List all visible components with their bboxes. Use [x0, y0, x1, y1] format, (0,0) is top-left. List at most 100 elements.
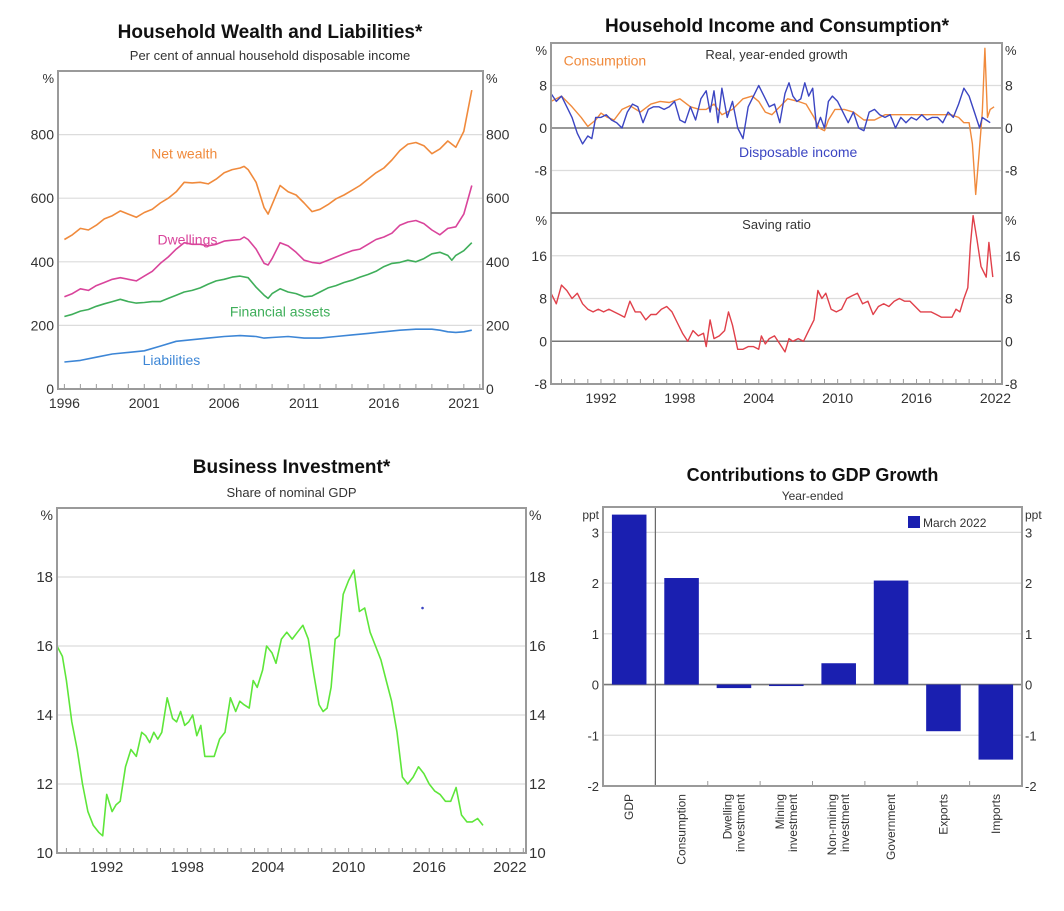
bar-government	[873, 580, 909, 685]
legend-label: March 2022	[923, 516, 987, 530]
y-tick-label-left: 2	[592, 576, 599, 591]
x-tick-label: 2004	[743, 390, 774, 406]
x-tick-label: 2001	[129, 395, 160, 411]
x-tick-label: 2022	[980, 390, 1011, 406]
x-tick-label: 2016	[368, 395, 399, 411]
y-unit-label-right: %	[486, 71, 498, 86]
panel-subtitle: Saving ratio	[742, 217, 811, 232]
series-label: Disposable income	[739, 144, 857, 160]
y-tick-label-right: 800	[486, 127, 510, 143]
chart-subtitle: Year-ended	[781, 489, 844, 503]
y-tick-label-right: 14	[529, 707, 546, 724]
y-tick-label-left: -8	[535, 376, 548, 392]
y-tick-label-left: 10	[36, 845, 53, 862]
series-line-dwellings	[64, 185, 473, 298]
series-label: Liabilities	[143, 352, 201, 368]
annotation-dot	[421, 606, 424, 610]
x-tick-label: 1998	[171, 859, 204, 876]
y-tick-label-right: 200	[486, 317, 510, 333]
x-category-label: Consumption	[675, 794, 689, 865]
y-tick-label-left: -8	[535, 163, 548, 179]
y-tick-label-right: 18	[529, 569, 546, 586]
y-tick-label-left: 0	[539, 120, 547, 136]
chart-title: Business Investment*	[192, 457, 391, 478]
bar-mining-investment	[769, 684, 804, 687]
series-line-business-investment	[56, 569, 484, 837]
y-tick-label-left: 16	[531, 248, 547, 264]
x-category-label: Exports	[936, 794, 950, 835]
x-category-label: investment	[733, 793, 747, 852]
bar-exports	[926, 684, 961, 732]
x-category-label: Non-mining	[825, 794, 839, 855]
series-line-disposable-income	[550, 82, 991, 145]
y-tick-label-right: 1	[1025, 627, 1032, 642]
bar-imports	[978, 684, 1014, 760]
x-tick-label: 2022	[493, 859, 526, 876]
y-unit-label-left: %	[535, 43, 547, 58]
chart-title: Household Income and Consumption*	[604, 16, 950, 37]
series-label: Consumption	[564, 52, 647, 68]
y-tick-label-left: 600	[31, 190, 55, 206]
series-line-liabilities	[64, 328, 472, 363]
y-tick-label-right: 0	[1005, 333, 1013, 349]
y-tick-label-left: 3	[592, 525, 599, 540]
y-tick-label-right: 600	[486, 190, 510, 206]
y-tick-label-left: 8	[539, 291, 547, 307]
y-tick-label-left: -2	[587, 779, 599, 794]
y-tick-label-left: 0	[592, 678, 599, 693]
y-tick-label-right: -2	[1025, 779, 1037, 794]
series-line-saving-ratio	[550, 214, 994, 353]
x-category-label: investment	[786, 793, 800, 852]
x-tick-label: 2006	[209, 395, 240, 411]
y-tick-label-right: -8	[1005, 163, 1018, 179]
y-tick-label-left: 14	[36, 707, 53, 724]
series-label: Financial assets	[230, 303, 330, 319]
y-tick-label-right: 16	[1005, 248, 1021, 264]
x-tick-label: 1998	[664, 390, 695, 406]
x-tick-label: 2004	[251, 859, 284, 876]
y-tick-label-left: 8	[539, 78, 547, 94]
series-line-consumption	[550, 47, 995, 196]
x-tick-label: 2011	[289, 395, 319, 411]
x-category-label: investment	[838, 793, 852, 852]
y-tick-label-right: 3	[1025, 525, 1032, 540]
x-tick-label: 2021	[448, 395, 479, 411]
panel-subtitle: Real, year-ended growth	[705, 47, 847, 62]
x-tick-label: 1996	[49, 395, 80, 411]
y-tick-label-left: 800	[31, 127, 55, 143]
y-tick-label-left: 16	[36, 638, 53, 655]
bar-dwelling-investment	[716, 684, 752, 689]
x-tick-label: 1992	[90, 859, 123, 876]
x-tick-label: 2016	[901, 390, 932, 406]
y-unit-label-left: %	[41, 507, 53, 523]
y-unit-label-right: %	[1005, 43, 1017, 58]
chart-subtitle: Share of nominal GDP	[226, 485, 357, 500]
plot-frame	[57, 70, 484, 390]
y-tick-label-right: 10	[529, 845, 546, 862]
x-category-label: Dwelling	[720, 794, 734, 839]
series-label: Dwellings	[157, 231, 217, 247]
chart-subtitle: Per cent of annual household disposable …	[129, 48, 411, 63]
x-tick-label: 1992	[585, 390, 616, 406]
plot-frame	[56, 507, 527, 854]
y-tick-label-right: 16	[529, 638, 546, 655]
y-unit-label-left: %	[535, 213, 547, 228]
y-unit-label-right: %	[529, 507, 541, 523]
bar-gdp	[611, 514, 647, 685]
x-tick-label: 2010	[822, 390, 853, 406]
y-tick-label-left: -1	[587, 728, 599, 743]
y-tick-label-right: 8	[1005, 78, 1013, 94]
x-category-label: Government	[884, 793, 898, 860]
x-category-label: Mining	[773, 794, 787, 829]
y-tick-label-left: 0	[539, 333, 547, 349]
series-label: Net wealth	[151, 145, 217, 161]
plot-frame	[602, 506, 1023, 787]
x-tick-label: 2016	[413, 859, 446, 876]
y-tick-label-right: 0	[486, 381, 494, 397]
y-tick-label-left: 12	[36, 776, 53, 793]
bar-consumption	[664, 578, 699, 685]
y-tick-label-right: 0	[1025, 678, 1032, 693]
